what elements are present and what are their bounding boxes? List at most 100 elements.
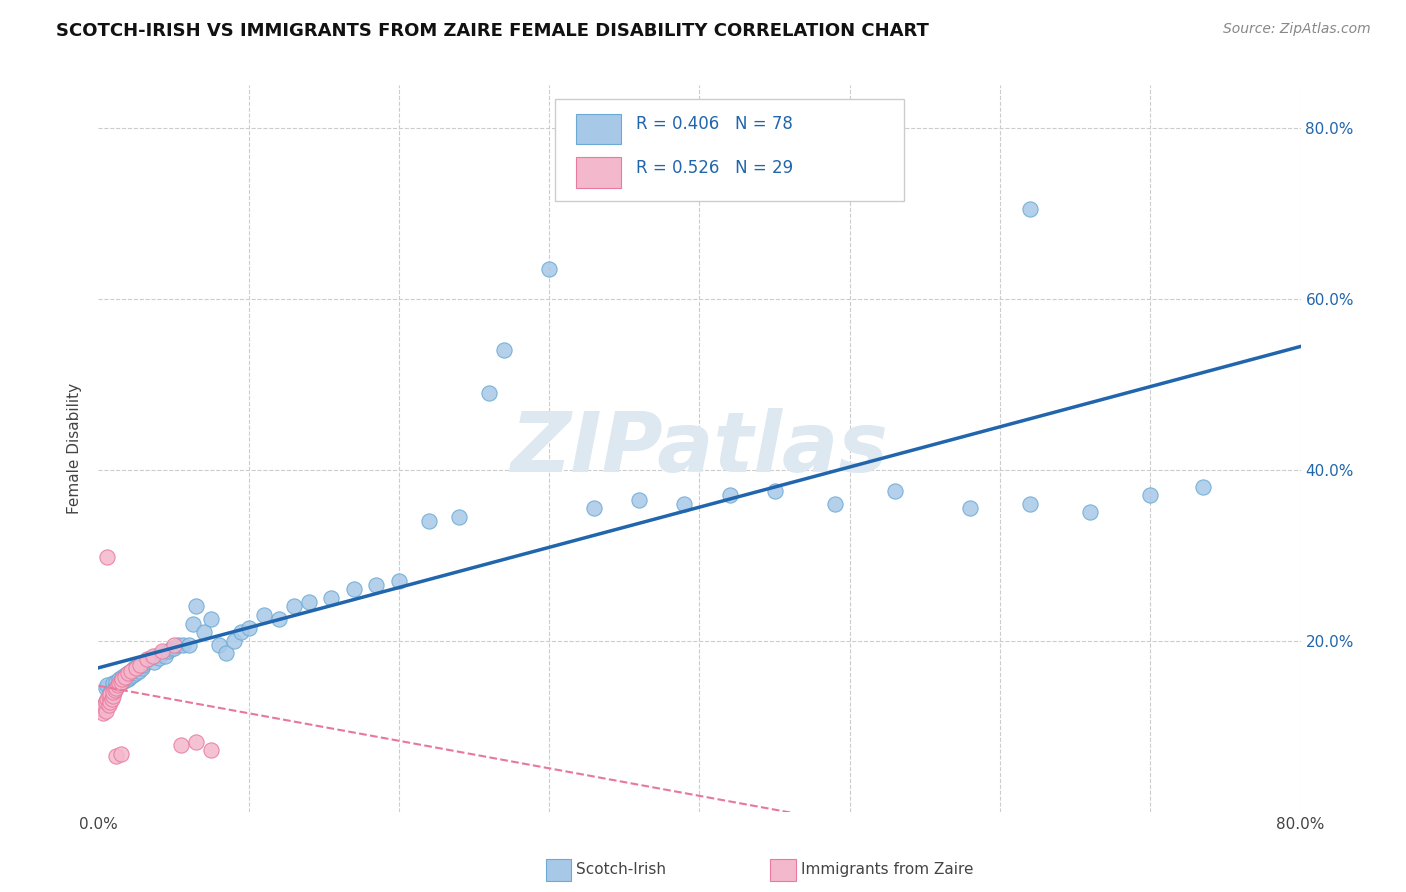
Point [156, 644, 179, 658]
Point [321, 591, 343, 605]
Point [150, 647, 173, 661]
Point [128, 664, 150, 678]
Point [111, 670, 134, 684]
Point [162, 638, 184, 652]
Point [118, 670, 141, 684]
Point [763, 483, 786, 498]
Point [253, 607, 276, 622]
Point [447, 509, 470, 524]
Point [583, 501, 606, 516]
Point [132, 657, 155, 672]
Point [628, 492, 651, 507]
Point [110, 676, 132, 690]
Point [139, 650, 162, 665]
Point [673, 497, 696, 511]
Point [222, 633, 245, 648]
Point [103, 685, 125, 699]
Text: R = 0.406   N = 78: R = 0.406 N = 78 [636, 115, 793, 133]
Point [114, 670, 136, 684]
Point [167, 638, 190, 652]
Point [104, 681, 127, 695]
Point [131, 661, 153, 675]
Point [1019, 202, 1042, 216]
Point [135, 652, 157, 666]
Point [215, 647, 238, 661]
Point [105, 674, 128, 689]
FancyBboxPatch shape [575, 158, 621, 188]
Point [91, 706, 114, 721]
Point [343, 582, 366, 597]
Point [97, 690, 120, 704]
Point [110, 747, 132, 761]
Point [105, 749, 128, 764]
Point [97, 690, 120, 704]
Point [148, 650, 170, 665]
Point [108, 672, 131, 686]
Point [112, 673, 135, 688]
Point [97, 698, 120, 712]
Point [101, 691, 124, 706]
Point [494, 343, 516, 357]
Point [108, 676, 131, 690]
Point [418, 514, 440, 528]
Point [96, 549, 118, 564]
Point [93, 698, 115, 712]
Point [94, 681, 117, 695]
Point [103, 687, 125, 701]
Point [90, 702, 112, 716]
Point [145, 648, 167, 663]
Point [101, 683, 124, 698]
Point [127, 659, 149, 673]
Point [117, 666, 139, 681]
Point [267, 612, 290, 626]
Point [1192, 480, 1215, 494]
Point [117, 672, 139, 686]
Point [96, 691, 118, 706]
Point [104, 683, 127, 698]
Point [114, 668, 136, 682]
Point [718, 488, 741, 502]
Point [107, 678, 129, 692]
Point [177, 638, 200, 652]
FancyBboxPatch shape [555, 99, 904, 201]
Point [122, 668, 145, 682]
Point [121, 664, 143, 678]
Point [100, 685, 122, 699]
Point [1078, 505, 1101, 519]
Point [200, 612, 222, 626]
Point [193, 625, 215, 640]
Point [184, 599, 207, 614]
Point [129, 657, 152, 672]
Point [200, 743, 222, 757]
Point [298, 595, 321, 609]
Point [124, 661, 146, 675]
Text: ZIPatlas: ZIPatlas [510, 408, 889, 489]
Point [238, 621, 260, 635]
Text: Immigrants from Zaire: Immigrants from Zaire [801, 863, 974, 877]
Point [366, 578, 388, 592]
Point [824, 497, 846, 511]
Point [134, 655, 156, 669]
Point [111, 672, 134, 686]
Point [162, 640, 184, 655]
FancyBboxPatch shape [575, 114, 621, 145]
Point [94, 704, 117, 718]
Point [1139, 488, 1161, 502]
Point [150, 644, 173, 658]
Point [184, 734, 207, 748]
Text: R = 0.526   N = 29: R = 0.526 N = 29 [636, 159, 793, 177]
Point [105, 681, 128, 695]
Point [107, 678, 129, 692]
Point [159, 642, 181, 657]
Point [115, 672, 138, 686]
Point [94, 695, 117, 709]
Point [125, 666, 148, 681]
Point [117, 666, 139, 681]
Point [538, 261, 561, 276]
Point [388, 574, 411, 588]
Point [172, 638, 194, 652]
Point [283, 599, 305, 614]
Point [103, 676, 125, 690]
Point [478, 385, 501, 400]
Y-axis label: Female Disability: Female Disability [67, 383, 83, 514]
